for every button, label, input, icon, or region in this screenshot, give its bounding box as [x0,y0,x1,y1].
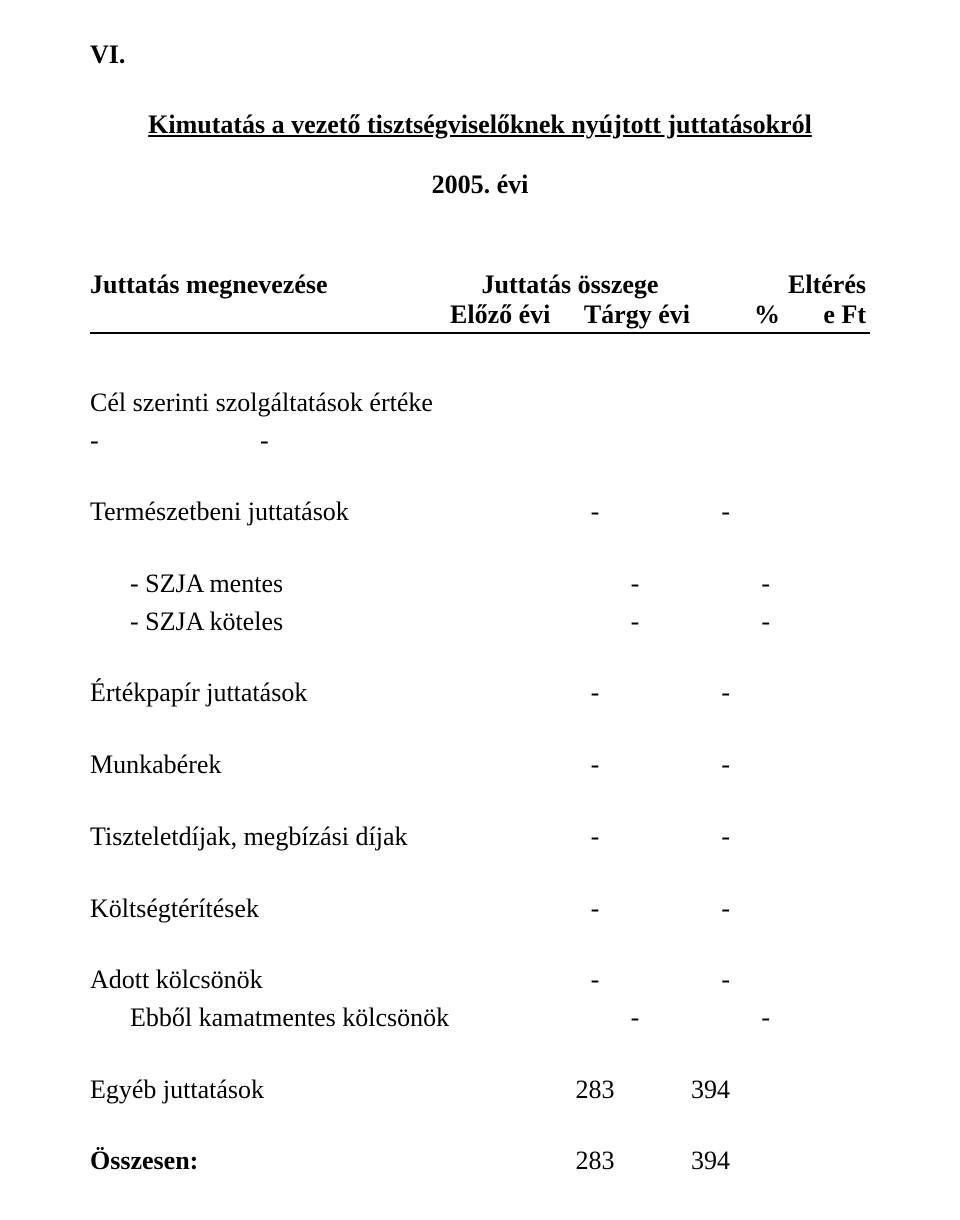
row-value-curr: - [680,565,780,603]
spacer [90,856,870,890]
row-cel-dashes: - - [90,422,870,460]
row-label: Egyéb juttatások [90,1071,550,1109]
row-label: Értékpapír juttatások [90,674,550,712]
row-value-prev: - [550,890,640,928]
row-label: Cél szerinti szolgáltatások értéke [90,384,550,422]
dash-value: - [90,422,110,460]
row-cel-szerinti: Cél szerinti szolgáltatások értéke [90,384,870,422]
row-value-prev: - [550,493,640,531]
row-value-curr: - [640,746,740,784]
row-value-prev: - [550,961,640,999]
spacer [90,712,870,746]
table-header-top: Juttatás megnevezése Juttatás összege El… [90,270,870,300]
page-title: Kimutatás a vezető tisztségviselőknek ny… [90,110,870,140]
row-label: Természetbeni juttatások [90,493,550,531]
spacer [90,1108,870,1142]
table-row: - SZJA mentes - - [90,565,870,603]
row-label: Ebből kamatmentes kölcsönök [90,999,590,1037]
table-row-total: Összesen: 283 394 [90,1142,870,1180]
table-row: Költségtérítések - - [90,890,870,928]
header-pct: % [700,300,780,330]
year-line: 2005. évi [90,170,870,200]
row-value-curr: - [640,890,740,928]
row-value-prev: 283 [550,1071,640,1109]
row-value-prev: - [590,603,680,641]
row-label: - SZJA köteles [90,603,590,641]
row-value-curr: 394 [640,1071,740,1109]
table-body: Cél szerinti szolgáltatások értéke - - T… [90,384,870,1180]
header-eft: e Ft [780,300,870,330]
table-row: Ebből kamatmentes kölcsönök - - [90,999,870,1037]
header-curr-year: Tárgy évi [570,300,700,330]
table-row: Tiszteletdíjak, megbízási díjak - - [90,818,870,856]
row-value-prev: - [590,565,680,603]
row-value-curr: - [640,961,740,999]
dash-value: - [260,422,280,460]
row-label: Költségtérítések [90,890,550,928]
table-row: Egyéb juttatások 283 394 [90,1071,870,1109]
dash-gap [110,422,260,460]
table-row: Értékpapír juttatások - - [90,674,870,712]
table-row: Természetbeni juttatások - - [90,493,870,531]
row-label-total: Összesen: [90,1142,550,1180]
row-label: Munkabérek [90,746,550,784]
header-spacer [90,300,450,330]
row-label: Tiszteletdíjak, megbízási díjak [90,818,550,856]
header-name: Juttatás megnevezése [90,270,450,300]
table-row: Munkabérek - - [90,746,870,784]
spacer [90,927,870,961]
header-prev-year: Előző évi [450,300,570,330]
row-value-prev: - [550,818,640,856]
row-value-prev: - [550,746,640,784]
row-value-prev: - [550,674,640,712]
spacer [90,531,870,565]
section-number: VI. [90,40,870,70]
page: VI. Kimutatás a vezető tisztségviselőkne… [0,0,960,1220]
header-diff: Eltérés [690,270,870,300]
row-value-prev: - [590,999,680,1037]
row-value-curr: - [680,603,780,641]
spacer [90,1037,870,1071]
table-header-bottom: Előző évi Tárgy évi % e Ft [90,300,870,334]
row-label: - SZJA mentes [90,565,590,603]
table-row: Adott kölcsönök - - [90,961,870,999]
table-row: - SZJA köteles - - [90,603,870,641]
spacer [90,459,870,493]
row-value-curr: 394 [640,1142,740,1180]
row-value-curr: - [640,493,740,531]
row-label: Adott kölcsönök [90,961,550,999]
row-value-prev: 283 [550,1142,640,1180]
spacer [90,784,870,818]
row-value-curr: - [640,674,740,712]
header-amount: Juttatás összege [450,270,690,300]
row-value-curr: - [640,818,740,856]
spacer [90,640,870,674]
row-value-curr: - [680,999,780,1037]
